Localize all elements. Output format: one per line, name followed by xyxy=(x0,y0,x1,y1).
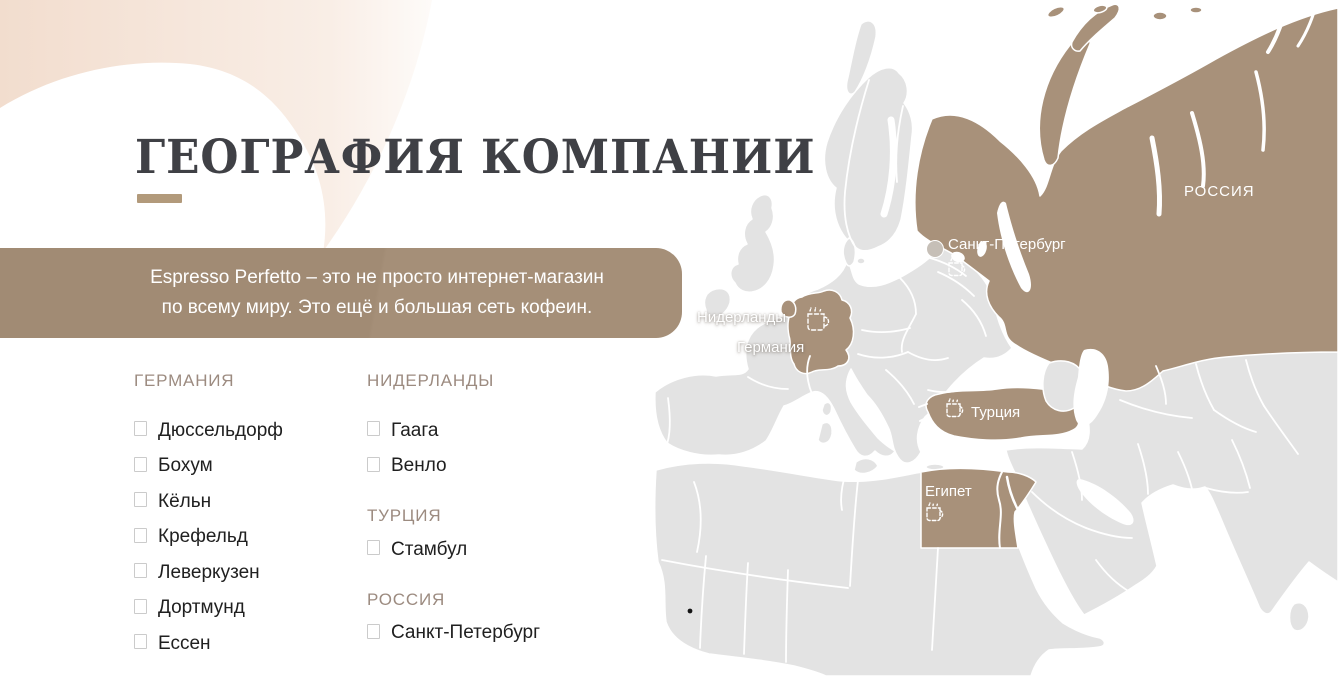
map-river-channels xyxy=(880,0,1320,549)
title-underline xyxy=(137,194,182,203)
country-group: ТУРЦИЯ Стамбул xyxy=(367,506,597,568)
city-list-item: Санкт-Петербург xyxy=(367,616,597,652)
coffee-cup-icons xyxy=(807,257,966,522)
checkbox-glyph xyxy=(367,623,380,639)
country-egypt xyxy=(920,467,1037,549)
city-label: Венло xyxy=(391,455,447,477)
city-list-item: Дортмунд xyxy=(134,591,364,627)
location-marker-dot xyxy=(926,240,944,258)
checkbox-glyph xyxy=(134,598,147,614)
city-list-item: Кёльн xyxy=(134,484,364,520)
city-list-item: Ессен xyxy=(134,626,364,662)
city-list-item: Гаага xyxy=(367,413,597,449)
city-list-column-2: НИДЕРЛАНДЫ Гаага Венло ТУРЦИЯ Стамбул РОССИЯ С… xyxy=(367,371,597,651)
city-label: Гаага xyxy=(391,419,439,441)
city-list-item: Венло xyxy=(367,449,597,485)
checkbox-glyph xyxy=(367,421,380,437)
country-russia xyxy=(914,7,1338,392)
city-list-item: Леверкузен xyxy=(134,555,364,591)
highlighted-countries xyxy=(780,3,1338,549)
checkbox-glyph xyxy=(134,421,147,437)
city-label: Стамбул xyxy=(391,538,468,560)
map-label-saint-petersburg: Санкт-Петербург xyxy=(948,236,1066,253)
city-list-item: Крефельд xyxy=(134,520,364,556)
city-list-item: Дюссельдорф xyxy=(134,413,364,449)
banner-line2: по всему миру. Это ещё и большая сеть ко… xyxy=(161,297,593,318)
coffee-cup-icon xyxy=(946,398,964,418)
checkbox-glyph xyxy=(134,456,147,472)
intro-banner-text: Espresso Perfetto – это не просто интерн… xyxy=(0,263,682,323)
map-label-turkey: Турция xyxy=(971,404,1021,421)
city-label: Бохум xyxy=(158,455,213,477)
country-group: ГЕРМАНИЯ Дюссельдорф Бохум Кёльн Крефельд Лев… xyxy=(134,371,364,662)
coffee-cup-icon xyxy=(948,257,966,277)
map-label-russia: РОССИЯ xyxy=(1184,183,1255,200)
corner-wave-decoration xyxy=(0,0,432,253)
intro-banner: Espresso Perfetto – это не просто интерн… xyxy=(0,248,682,338)
map-artifact-dot xyxy=(687,608,693,614)
city-list-column-1: ГЕРМАНИЯ Дюссельдорф Бохум Кёльн Крефельд Лев… xyxy=(134,371,364,662)
country-header: РОССИЯ xyxy=(367,589,446,609)
coffee-cup-icon xyxy=(807,307,830,331)
city-label: Дюссельдорф xyxy=(158,419,283,441)
country-germany xyxy=(787,289,855,375)
city-list-item: Бохум xyxy=(134,449,364,485)
map-country-borders xyxy=(661,79,1299,663)
checkbox-glyph xyxy=(134,563,147,579)
page-title: ГЕОГРАФИЯ КОМПАНИИ xyxy=(135,130,816,185)
city-label: Дортмунд xyxy=(158,597,245,619)
country-header: ГЕРМАНИЯ xyxy=(134,371,235,390)
map-label-egypt: Египет xyxy=(925,483,972,500)
city-label: Санкт-Петербург xyxy=(391,622,541,644)
checkbox-glyph xyxy=(367,456,380,472)
map-inland-seas xyxy=(951,201,1199,528)
banner-line1: Espresso Perfetto – это не просто интерн… xyxy=(150,266,604,288)
coffee-cup-icon xyxy=(926,502,944,522)
country-netherlands xyxy=(780,299,797,318)
country-group: НИДЕРЛАНДЫ Гаага Венло xyxy=(367,371,597,484)
country-header: ТУРЦИЯ xyxy=(367,506,442,525)
city-label: Крефельд xyxy=(158,526,248,548)
checkbox-glyph xyxy=(134,634,147,650)
city-label: Леверкузен xyxy=(158,561,260,583)
checkbox-glyph xyxy=(134,492,147,508)
map-label-germany: Германия xyxy=(737,339,805,356)
map-label-netherlands: Нидерланды xyxy=(697,309,787,326)
city-label: Ессен xyxy=(158,632,211,654)
country-header: НИДЕРЛАНДЫ xyxy=(367,371,495,390)
city-label: Кёльн xyxy=(158,490,212,512)
checkbox-glyph xyxy=(134,527,147,543)
checkbox-glyph xyxy=(367,540,380,556)
city-list-item: Стамбул xyxy=(367,532,597,568)
country-group: РОССИЯ Санкт-Петербург xyxy=(367,590,597,652)
